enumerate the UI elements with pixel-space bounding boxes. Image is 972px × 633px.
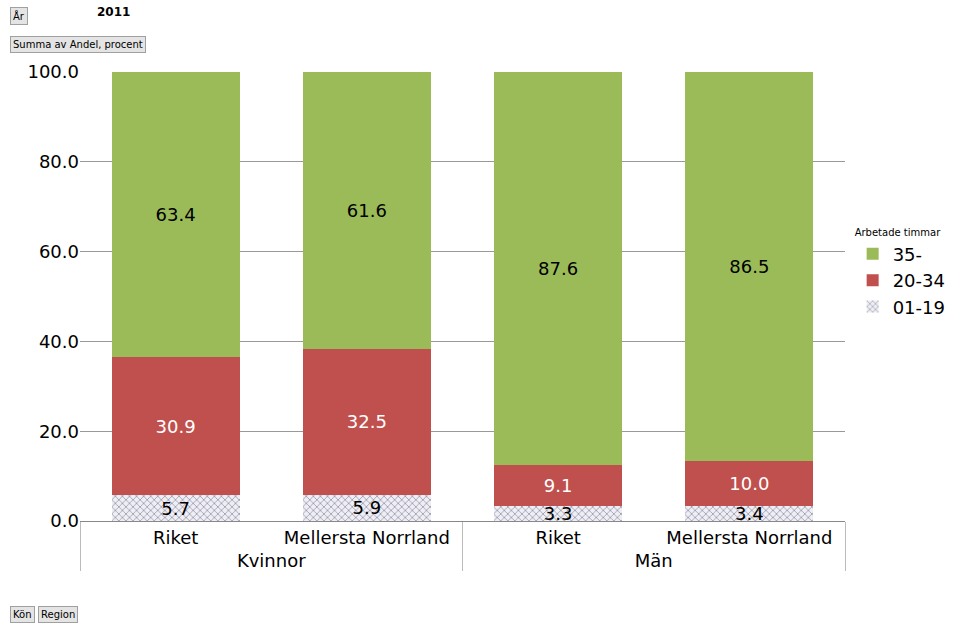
svg-text:10.0: 10.0	[729, 473, 769, 494]
svg-text:Summa av Andel, procent: Summa av Andel, procent	[13, 39, 143, 50]
svg-text:5.7: 5.7	[161, 498, 190, 519]
svg-text:80.0: 80.0	[39, 151, 79, 172]
svg-text:Kön: Kön	[13, 609, 32, 620]
svg-text:40.0: 40.0	[39, 331, 79, 352]
svg-text:2011: 2011	[97, 5, 130, 19]
svg-text:86.5: 86.5	[729, 256, 769, 277]
svg-text:20.0: 20.0	[39, 421, 79, 442]
svg-text:Män: Män	[635, 550, 673, 571]
svg-text:87.6: 87.6	[538, 258, 578, 279]
svg-text:Region: Region	[41, 609, 75, 620]
svg-text:År: År	[13, 10, 25, 22]
svg-text:63.4: 63.4	[156, 204, 196, 225]
svg-text:Kvinnor: Kvinnor	[237, 550, 306, 571]
svg-text:100.0: 100.0	[27, 61, 79, 82]
svg-text:0.0: 0.0	[50, 510, 79, 531]
svg-text:Riket: Riket	[153, 527, 198, 548]
svg-text:32.5: 32.5	[347, 411, 387, 432]
svg-text:5.9: 5.9	[353, 497, 382, 518]
svg-text:9.1: 9.1	[544, 475, 573, 496]
svg-text:3.3: 3.3	[544, 503, 573, 524]
svg-text:61.6: 61.6	[347, 200, 387, 221]
svg-text:60.0: 60.0	[39, 241, 79, 262]
svg-text:Riket: Riket	[535, 527, 580, 548]
svg-text:35-: 35-	[893, 244, 922, 265]
svg-text:20-34: 20-34	[893, 270, 945, 291]
svg-text:3.4: 3.4	[735, 503, 764, 524]
svg-text:Arbetade timmar: Arbetade timmar	[855, 227, 941, 238]
svg-text:30.9: 30.9	[156, 416, 196, 437]
svg-text:01-19: 01-19	[893, 297, 945, 318]
svg-text:Mellersta Norrland: Mellersta Norrland	[666, 527, 832, 548]
svg-text:Mellersta Norrland: Mellersta Norrland	[284, 527, 450, 548]
